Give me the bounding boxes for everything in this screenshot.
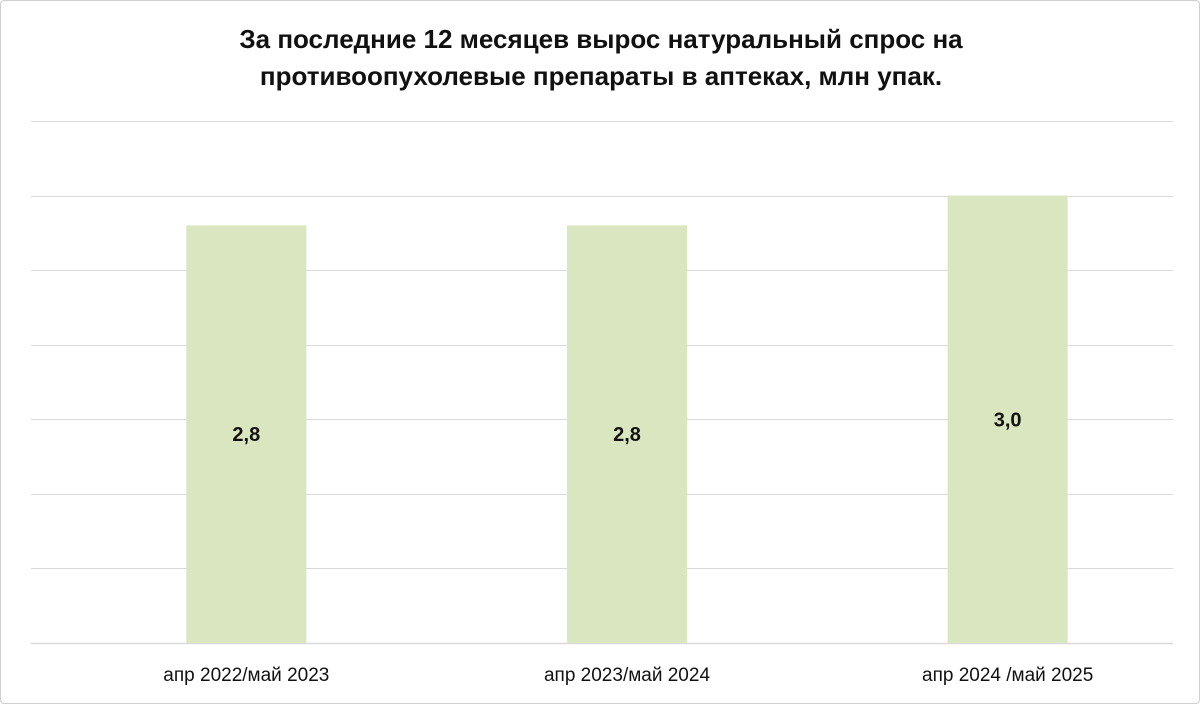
chart-title-line-1: За последние 12 месяцев вырос натуральны… — [239, 24, 963, 54]
x-tick-label: апр 2023/май 2024 — [544, 665, 710, 686]
bar — [186, 225, 307, 643]
data-label: 2,8 — [613, 424, 641, 446]
chart-title-line-2: противоопухолевые препараты в аптеках, м… — [259, 61, 943, 91]
chart-title: За последние 12 месяцев вырос натуральны… — [1, 21, 1200, 95]
data-label: 3,0 — [994, 409, 1022, 431]
bar — [567, 225, 687, 643]
x-tick-label: апр 2022/май 2023 — [163, 665, 329, 686]
bar — [947, 195, 1068, 644]
data-label: 2,8 — [232, 424, 260, 446]
x-tick-label: апр 2024 /май 2025 — [922, 665, 1093, 686]
